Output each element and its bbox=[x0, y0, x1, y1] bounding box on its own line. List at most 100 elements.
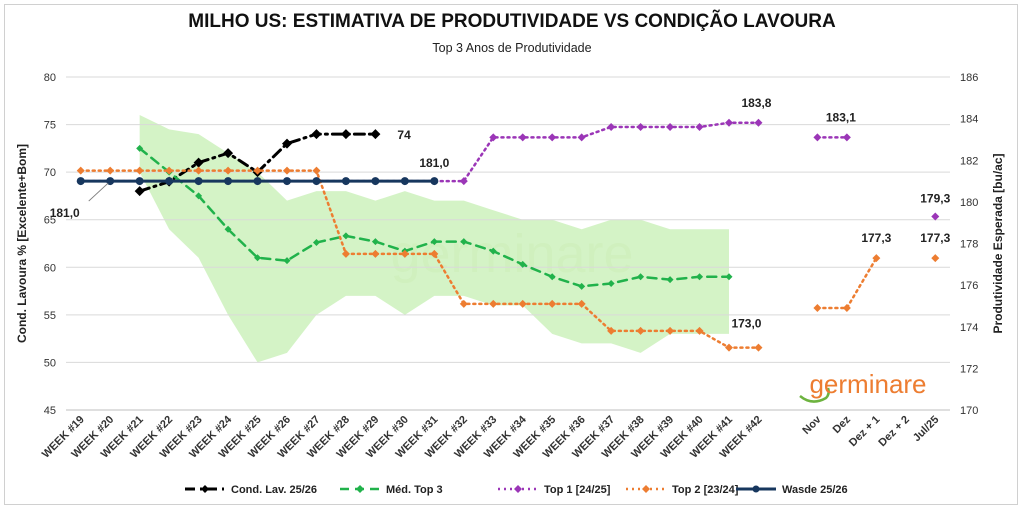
point-top-2-23-24 bbox=[813, 304, 822, 313]
y-right-tick-label: 172 bbox=[960, 363, 978, 375]
point-top-2-23-24 bbox=[518, 299, 527, 308]
point-top-1-24-25 bbox=[607, 122, 616, 131]
point-top-2-23-24 bbox=[754, 343, 763, 352]
point-m-d-top-3 bbox=[312, 239, 320, 247]
y-right-tick-label: 174 bbox=[960, 322, 978, 334]
x-tick-label: Nov bbox=[800, 413, 824, 437]
x-tick-label: Dez bbox=[831, 413, 854, 436]
point-top-2-23-24 bbox=[636, 326, 645, 335]
legend-label-top-2-23-24: Top 2 [23/24] bbox=[672, 484, 739, 496]
data-label-wasde-25-26: 181,0 bbox=[50, 206, 80, 220]
point-cond-lav-25-26 bbox=[193, 157, 204, 168]
point-top-2-23-24 bbox=[607, 326, 616, 335]
point-cond-lav-25-26 bbox=[223, 148, 234, 159]
point-top-2-23-24 bbox=[400, 249, 409, 258]
point-top-2-23-24 bbox=[666, 326, 675, 335]
legend-marker bbox=[752, 485, 760, 493]
x-tick-label: Dez + 1 bbox=[847, 414, 883, 450]
logo-leaf-icon bbox=[799, 387, 830, 403]
point-top-2-23-24 bbox=[283, 166, 291, 175]
point-top-2-23-24 bbox=[430, 249, 439, 258]
y-left-tick-label: 50 bbox=[44, 357, 56, 369]
data-label-top-1-24-25: 179,3 bbox=[920, 191, 950, 205]
point-top-2-23-24 bbox=[165, 166, 174, 175]
data-label-cond-lav-25-26: 74 bbox=[397, 128, 411, 142]
annotation-leader-line bbox=[88, 182, 109, 202]
y-right-tick-label: 186 bbox=[960, 72, 978, 84]
point-cond-lav-25-26 bbox=[134, 186, 145, 197]
point-wasde-25-26 bbox=[224, 177, 233, 186]
data-label-top-2-23-24: 177,3 bbox=[861, 231, 891, 245]
legend-marker bbox=[642, 485, 650, 493]
point-top-2-23-24 bbox=[872, 254, 881, 263]
y-right-tick-label: 180 bbox=[960, 197, 978, 209]
point-cond-lav-25-26 bbox=[282, 138, 292, 149]
point-m-d-top-3 bbox=[342, 232, 350, 240]
legend-marker bbox=[514, 485, 522, 493]
y-right-tick-label: 182 bbox=[960, 155, 978, 167]
data-label-top-2-23-24: 173,0 bbox=[731, 317, 761, 331]
y-left-tick-label: 70 bbox=[44, 167, 56, 179]
x-tick-label: Jul/25 bbox=[911, 414, 942, 445]
point-wasde-25-26 bbox=[253, 177, 262, 186]
data-label-top-1-24-25: 183,1 bbox=[826, 110, 856, 124]
point-wasde-25-26 bbox=[194, 177, 203, 186]
point-top-1-24-25 bbox=[725, 118, 733, 127]
x-tick-label: Dez + 2 bbox=[876, 414, 912, 450]
point-wasde-25-26 bbox=[135, 177, 144, 186]
point-m-d-top-3 bbox=[578, 282, 586, 290]
point-m-d-top-3 bbox=[548, 273, 556, 281]
point-top-2-23-24 bbox=[931, 254, 940, 263]
point-top-2-23-24 bbox=[224, 166, 233, 175]
point-top-1-24-25 bbox=[931, 212, 940, 221]
point-m-d-top-3 bbox=[637, 273, 645, 281]
point-m-d-top-3 bbox=[283, 257, 291, 265]
chart-frame bbox=[4, 4, 1018, 505]
point-wasde-25-26 bbox=[430, 177, 439, 186]
legend-marker bbox=[356, 485, 364, 493]
point-wasde-25-26 bbox=[371, 177, 380, 186]
point-wasde-25-26 bbox=[341, 177, 350, 186]
point-top-2-23-24 bbox=[695, 326, 704, 335]
point-top-2-23-24 bbox=[725, 343, 733, 352]
data-label-top-1-24-25: 183,8 bbox=[741, 96, 771, 110]
legend-label-cond-lav-25-26: Cond. Lav. 25/26 bbox=[231, 484, 317, 496]
y-left-tick-label: 60 bbox=[44, 262, 56, 274]
point-top-2-23-24 bbox=[577, 299, 586, 308]
point-top-1-24-25 bbox=[548, 133, 557, 142]
y-left-tick-label: 55 bbox=[44, 310, 56, 322]
point-top-2-23-24 bbox=[253, 166, 262, 175]
point-top-2-23-24 bbox=[548, 299, 557, 308]
point-wasde-25-26 bbox=[283, 177, 291, 186]
y-right-tick-label: 176 bbox=[960, 280, 978, 292]
point-m-d-top-3 bbox=[519, 260, 527, 268]
legend-label-m-d-top-3: Méd. Top 3 bbox=[386, 484, 443, 496]
y-left-tick-label: 45 bbox=[44, 405, 56, 417]
point-top-1-24-25 bbox=[489, 133, 498, 142]
germinare-logo: germinare bbox=[809, 369, 926, 399]
point-top-2-23-24 bbox=[459, 299, 468, 308]
point-top-2-23-24 bbox=[76, 166, 85, 175]
point-m-d-top-3 bbox=[666, 276, 674, 284]
point-m-d-top-3 bbox=[371, 238, 379, 246]
point-top-2-23-24 bbox=[371, 249, 380, 258]
point-m-d-top-3 bbox=[607, 279, 615, 287]
point-m-d-top-3 bbox=[136, 144, 144, 152]
series-line-top-2-23-24 bbox=[816, 256, 878, 310]
point-top-1-24-25 bbox=[518, 133, 527, 142]
point-top-1-24-25 bbox=[813, 133, 822, 142]
point-top-2-23-24 bbox=[312, 166, 321, 175]
chart-subtitle: Top 3 Anos de Produtividade bbox=[432, 41, 592, 55]
point-m-d-top-3 bbox=[489, 247, 497, 255]
y-right-tick-label: 170 bbox=[960, 405, 978, 417]
y-left-tick-label: 75 bbox=[44, 120, 56, 132]
y-left-tick-label: 65 bbox=[44, 215, 56, 227]
point-top-2-23-24 bbox=[106, 166, 115, 175]
point-wasde-25-26 bbox=[76, 177, 85, 186]
point-top-1-24-25 bbox=[459, 177, 468, 186]
point-m-d-top-3 bbox=[460, 238, 468, 246]
data-label-wasde-25-26: 181,0 bbox=[419, 156, 449, 170]
point-m-d-top-3 bbox=[224, 225, 232, 233]
legend-label-wasde-25-26: Wasde 25/26 bbox=[782, 484, 848, 496]
